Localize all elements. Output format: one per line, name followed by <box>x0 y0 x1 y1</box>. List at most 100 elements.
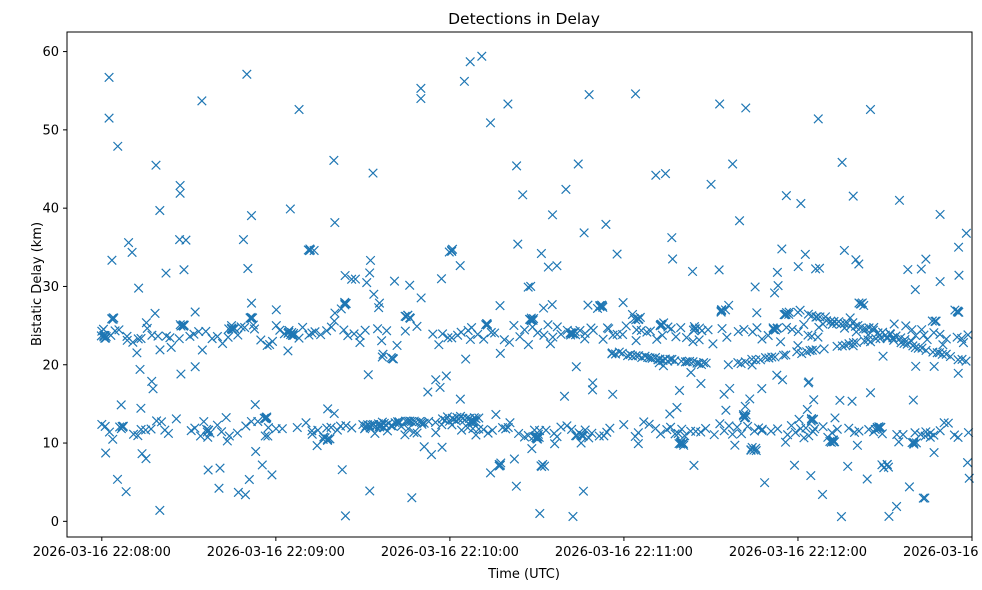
data-point <box>528 444 537 453</box>
data-point <box>911 362 920 371</box>
data-point <box>794 341 803 350</box>
data-point <box>776 337 785 346</box>
data-point <box>773 425 782 434</box>
data-point <box>718 324 727 333</box>
data-point <box>356 331 365 340</box>
data-point <box>461 355 470 364</box>
data-point <box>863 475 872 484</box>
data-point <box>370 290 379 299</box>
data-point <box>147 377 156 386</box>
data-point <box>496 301 505 310</box>
data-point <box>175 334 184 343</box>
data-point <box>849 192 858 201</box>
data-point <box>618 330 627 339</box>
data-point <box>172 415 181 424</box>
data-point <box>479 425 488 434</box>
data-point <box>154 332 163 341</box>
data-point <box>954 307 963 316</box>
data-point <box>128 248 137 257</box>
data-point <box>239 235 248 244</box>
data-point <box>741 402 750 411</box>
data-point <box>437 274 446 283</box>
data-point <box>117 401 126 410</box>
data-point <box>905 483 914 492</box>
data-point <box>456 261 465 270</box>
data-point <box>518 191 527 200</box>
data-point <box>936 426 945 435</box>
data-point <box>757 384 766 393</box>
data-point <box>602 220 611 229</box>
data-point <box>331 218 340 227</box>
data-point <box>809 395 818 404</box>
data-point <box>668 255 677 264</box>
data-point <box>322 326 331 335</box>
data-point <box>890 320 899 329</box>
data-point <box>544 263 553 272</box>
y-tick-label: 20 <box>42 358 59 373</box>
data-point <box>574 160 583 169</box>
data-point <box>814 115 823 124</box>
data-point <box>922 255 931 264</box>
data-point <box>892 502 901 511</box>
data-point <box>695 336 704 345</box>
data-point <box>486 469 495 478</box>
data-point <box>720 390 729 399</box>
data-point <box>429 330 438 339</box>
data-point <box>549 333 558 342</box>
data-point <box>113 142 122 151</box>
data-point <box>745 395 754 404</box>
data-point <box>701 424 710 433</box>
data-point <box>138 449 147 458</box>
data-point <box>365 487 374 496</box>
data-point <box>413 322 422 331</box>
data-point <box>268 337 277 346</box>
data-point <box>251 447 260 456</box>
x-tick-label: 2026-03-16 22:09:00 <box>207 545 345 560</box>
data-point <box>794 262 803 271</box>
data-points <box>97 52 974 521</box>
data-point <box>652 171 661 180</box>
plot-frame <box>67 32 972 537</box>
data-point <box>216 464 225 473</box>
data-point <box>904 265 913 274</box>
data-point <box>866 388 875 397</box>
data-point <box>417 294 426 303</box>
data-point <box>405 281 414 290</box>
data-point <box>544 320 553 329</box>
data-point <box>696 428 705 437</box>
data-point <box>284 347 293 356</box>
data-point <box>917 265 926 274</box>
data-point <box>536 509 545 518</box>
data-point <box>137 404 146 413</box>
x-tick-label: 2026-03-16 22:08:00 <box>33 545 171 560</box>
data-point <box>142 454 151 463</box>
data-point <box>101 422 110 431</box>
data-point <box>199 417 208 426</box>
data-point <box>105 73 114 82</box>
data-point <box>715 266 724 275</box>
data-point <box>268 471 277 480</box>
data-point <box>302 418 311 427</box>
data-point <box>247 313 256 322</box>
data-point <box>619 298 628 307</box>
data-point <box>781 438 790 447</box>
data-point <box>804 310 813 319</box>
data-point <box>606 424 615 433</box>
data-point <box>728 430 737 439</box>
data-point <box>198 97 207 106</box>
data-point <box>936 330 945 339</box>
data-point <box>804 379 813 388</box>
data-point <box>492 410 501 419</box>
data-point <box>866 105 875 114</box>
data-point <box>340 326 349 335</box>
data-point <box>365 269 374 278</box>
data-point <box>553 261 562 270</box>
data-point <box>233 429 242 438</box>
data-point <box>142 318 151 327</box>
data-point <box>709 340 718 349</box>
data-point <box>156 206 165 215</box>
data-point <box>584 301 593 310</box>
data-point <box>690 461 699 470</box>
data-point <box>919 494 928 503</box>
data-point <box>198 346 207 355</box>
